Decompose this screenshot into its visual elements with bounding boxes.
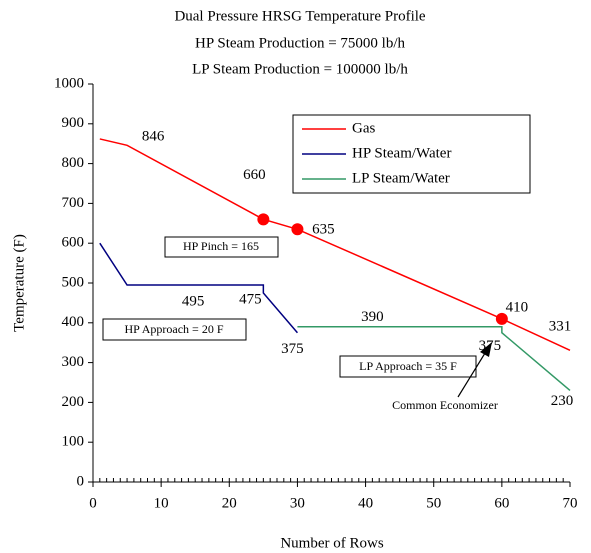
x-tick-label: 0 [89, 495, 97, 511]
x-tick-label: 10 [154, 495, 169, 511]
annotation-box [164, 236, 279, 258]
y-tick-label: 300 [62, 354, 85, 370]
data-label: 375 [479, 338, 502, 354]
y-tick-label: 900 [62, 115, 85, 131]
x-tick-label: 50 [426, 495, 441, 511]
data-label: 375 [281, 341, 304, 357]
arrow-head [480, 342, 492, 357]
x-tick-label: 20 [222, 495, 237, 511]
annotation: HP Pinch = 165 [183, 239, 259, 253]
x-tick-label: 70 [563, 495, 578, 511]
data-label: 390 [361, 309, 384, 325]
y-tick-label: 400 [62, 314, 85, 330]
y-tick-label: 600 [62, 235, 85, 251]
series-line [99, 242, 298, 334]
legend-label: LP Steam/Water [352, 170, 450, 186]
annotation: HP Approach = 20 F [125, 322, 224, 336]
point-marker [257, 213, 270, 226]
y-tick-label: 500 [62, 274, 85, 290]
y-tick-label: 800 [62, 155, 85, 171]
series-line [297, 326, 571, 392]
annotations: HP Pinch = 165 HP Approach = 20 F LP App… [102, 236, 498, 412]
point-marker [495, 312, 508, 325]
annotation-box [339, 355, 477, 378]
chart-subtitle: HP Steam Production = 75000 lb/h [195, 35, 405, 51]
data-label: 230 [551, 393, 574, 409]
y-tick-label: 0 [77, 473, 85, 489]
legend-label: HP Steam/Water [352, 145, 451, 161]
y-axis-label: Temperature (F) [11, 234, 27, 332]
y-tick-label: 100 [62, 434, 85, 450]
point-marker [291, 223, 304, 236]
y-tick-label: 700 [62, 195, 85, 211]
x-tick-label: 60 [494, 495, 509, 511]
data-label: 635 [312, 222, 335, 238]
data-label: 410 [506, 299, 529, 315]
data-label: 846 [142, 129, 165, 145]
y-tick-label: 1000 [54, 75, 84, 91]
chart-subtitle: LP Steam Production = 100000 lb/h [192, 61, 408, 77]
data-label: 475 [239, 291, 262, 307]
series-line [99, 138, 571, 351]
chart-title: Dual Pressure HRSG Temperature Profile [174, 8, 425, 24]
annotation-box [102, 318, 247, 341]
data-label: 660 [243, 167, 266, 183]
y-tick-label: 200 [62, 394, 85, 410]
x-axis-label: Number of Rows [280, 535, 383, 551]
x-tick-label: 30 [290, 495, 305, 511]
data-label: 331 [549, 319, 572, 335]
legend: Gas HP Steam/Water LP Steam/Water [292, 114, 531, 194]
annotation: LP Approach = 35 F [359, 359, 457, 373]
legend-label: Gas [352, 120, 375, 136]
x-tick-label: 40 [358, 495, 373, 511]
data-label: 495 [182, 293, 205, 309]
annotation: Common Economizer [392, 398, 498, 412]
